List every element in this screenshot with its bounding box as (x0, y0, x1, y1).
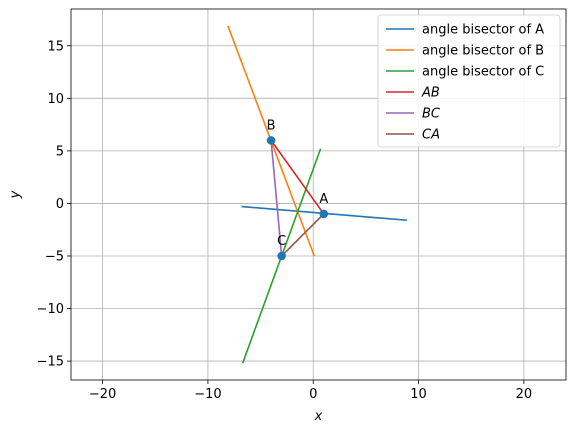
series-line-3 (270, 139, 325, 215)
y-tick-label: −15 (37, 355, 64, 370)
series-line-5 (281, 213, 325, 257)
point-label-C: C (277, 234, 286, 249)
grid-layer (71, 9, 566, 380)
point-label-A: A (319, 192, 328, 207)
legend-box (377, 14, 561, 148)
x-tick-label: −20 (89, 387, 116, 402)
point-B (266, 136, 276, 145)
y-tick-label: −10 (37, 302, 64, 317)
y-tick-label: 5 (56, 144, 64, 159)
legend-label-4: BC (422, 107, 441, 122)
x-tick-label: 20 (516, 387, 533, 402)
x-tick-label: 10 (410, 387, 427, 402)
y-tick-label: 0 (56, 197, 64, 212)
x-axis-label: x (314, 409, 323, 424)
legend-label-5: CA (422, 128, 440, 143)
y-tick-label: 10 (47, 92, 64, 107)
legend-label-1: angle bisector of B (422, 44, 544, 59)
x-tick-label: −10 (194, 387, 221, 402)
x-tick-label: 0 (309, 387, 317, 402)
legend-label-0: angle bisector of A (422, 23, 544, 38)
plot-frame (70, 8, 567, 381)
y-tick-label: 15 (47, 39, 64, 54)
legend: angle bisector of A angle bisector of B an… (377, 14, 561, 148)
points-layer: A B C (266, 118, 329, 261)
y-tick-label: −5 (45, 249, 64, 264)
point-A (319, 209, 329, 219)
y-axis-label: y (8, 190, 23, 199)
axes-layer: −20 −10 0 10 20 −15 −10 −5 0 5 10 15 (37, 8, 567, 402)
series-line-4 (270, 140, 283, 257)
legend-label-2: angle bisector of C (422, 65, 544, 80)
point-C (277, 251, 286, 261)
point-label-B: B (267, 118, 276, 133)
legend-label-3: AB (421, 86, 440, 101)
